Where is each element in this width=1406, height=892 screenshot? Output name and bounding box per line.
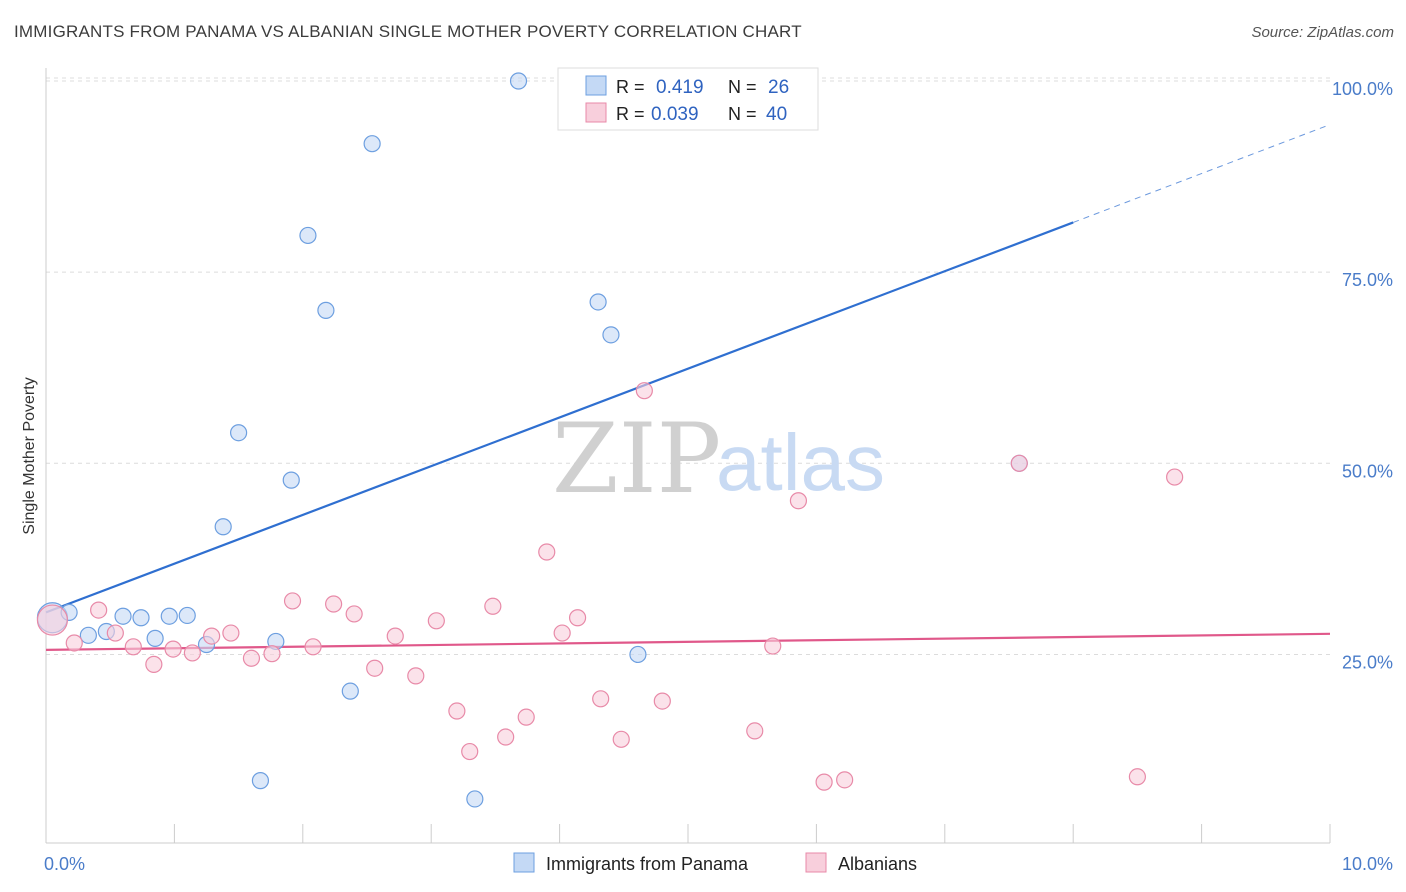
point-series0-19: [466, 790, 484, 808]
legend-label-panama: Immigrants from Panama: [546, 854, 749, 874]
point-series0-14: [282, 471, 300, 489]
point-series1-3: [106, 624, 124, 642]
point-series0-4: [114, 607, 132, 625]
point-series1-16: [366, 659, 384, 677]
point-series0-15: [299, 226, 317, 245]
point-series1-9: [222, 624, 240, 642]
y-axis-label: Single Mother Poverty: [21, 377, 38, 534]
stats-n-value-panama: 26: [768, 77, 789, 98]
point-series0-17: [341, 682, 359, 700]
stats-r-label-panama: R =: [616, 77, 645, 97]
stats-n-value-albanians: 40: [766, 104, 787, 125]
point-series1-19: [427, 612, 445, 630]
point-series1-8: [203, 627, 221, 645]
point-series1-17: [386, 627, 404, 645]
x-tick-labels: 0.0% 10.0%: [44, 854, 1393, 874]
axes: [45, 68, 1331, 844]
point-series0-2: [79, 626, 97, 644]
y-tick-label-0: 25.0%: [1342, 652, 1393, 672]
point-series0-10: [214, 518, 232, 536]
point-series1-12: [283, 592, 302, 610]
point-series0-16: [317, 301, 335, 319]
point-series1-39: [1166, 468, 1184, 486]
point-series0-11: [230, 424, 248, 442]
point-series1-29: [612, 730, 630, 748]
point-series1-21: [461, 742, 479, 761]
x-tick-label-0: 0.0%: [44, 854, 85, 874]
x-tick-label-1: 10.0%: [1342, 854, 1393, 874]
point-series0-8: [178, 606, 196, 625]
chart-title: IMMIGRANTS FROM PANAMA VS ALBANIAN SINGL…: [14, 22, 802, 41]
point-series0-20: [509, 72, 528, 90]
y-tick-labels: 25.0% 50.0% 75.0% 100.0%: [1332, 79, 1393, 672]
stats-n-label-albanians: N =: [728, 104, 757, 124]
point-series1-6: [164, 640, 182, 658]
stats-swatch-panama: [585, 75, 607, 96]
point-series1-27: [568, 609, 587, 627]
legend-label-albanians: Albanians: [838, 854, 917, 874]
source-credit: Source: ZipAtlas.com: [1251, 24, 1394, 41]
point-series1-7: [183, 644, 201, 662]
trend-line-0: [45, 221, 1074, 614]
point-series1-0: [36, 604, 69, 636]
y-tick-label-2: 75.0%: [1342, 270, 1393, 290]
point-series1-14: [325, 595, 343, 613]
point-series1-36: [836, 771, 854, 789]
point-series0-12: [251, 772, 270, 790]
point-series1-10: [242, 649, 261, 667]
point-series0-7: [160, 607, 178, 625]
stats-r-value-albanians: 0.039: [651, 104, 699, 125]
stats-n-label-panama: N =: [728, 77, 757, 97]
point-series1-18: [407, 667, 425, 685]
y-tick-label-3: 100.0%: [1332, 79, 1393, 99]
point-series1-32: [746, 722, 764, 740]
point-series1-34: [789, 492, 808, 510]
point-series1-4: [124, 638, 142, 656]
point-series1-23: [497, 728, 515, 746]
point-series1-25: [538, 543, 556, 561]
point-series0-18: [363, 135, 381, 153]
stats-r-label-albanians: R =: [616, 104, 645, 124]
watermark-zip: ZIP: [552, 403, 721, 515]
point-series1-24: [517, 708, 535, 726]
stats-box: R = 0.419 N = 26 R = 0.039 N = 40: [557, 67, 819, 131]
point-series1-13: [304, 638, 322, 656]
stats-r-value-panama: 0.419: [656, 77, 704, 98]
point-series1-31: [653, 692, 671, 710]
point-series0-5: [132, 609, 150, 627]
legend-swatch-albanians: [805, 852, 827, 873]
point-series0-22: [589, 293, 607, 311]
trend-line-extension-0: [1073, 124, 1331, 223]
point-series1-1: [65, 634, 83, 652]
point-series1-26: [553, 624, 571, 642]
point-series1-5: [145, 655, 163, 673]
point-series0-24: [629, 645, 647, 664]
watermark-atlas: atlas: [716, 418, 885, 507]
point-series1-20: [448, 702, 466, 720]
point-series0-6: [146, 629, 164, 647]
point-series1-2: [90, 601, 108, 619]
point-series1-28: [592, 690, 610, 708]
point-series0-23: [602, 326, 620, 344]
legend: Immigrants from Panama Albanians: [513, 852, 917, 874]
point-series1-15: [345, 605, 363, 623]
point-series1-22: [484, 597, 502, 615]
legend-swatch-panama: [513, 852, 535, 873]
point-series1-11: [263, 645, 281, 663]
point-series1-38: [1128, 768, 1147, 786]
data-points: [36, 72, 1184, 808]
stats-swatch-albanians: [585, 102, 607, 123]
y-tick-label-1: 50.0%: [1342, 461, 1393, 481]
point-series1-33: [764, 637, 782, 655]
watermark: ZIP atlas: [552, 403, 885, 515]
point-series1-35: [815, 773, 833, 791]
trend-lines: [45, 124, 1331, 651]
trend-line-1: [45, 632, 1331, 651]
gridlines: [46, 77, 1330, 655]
point-series1-37: [1010, 454, 1028, 472]
point-series1-30: [635, 382, 653, 400]
